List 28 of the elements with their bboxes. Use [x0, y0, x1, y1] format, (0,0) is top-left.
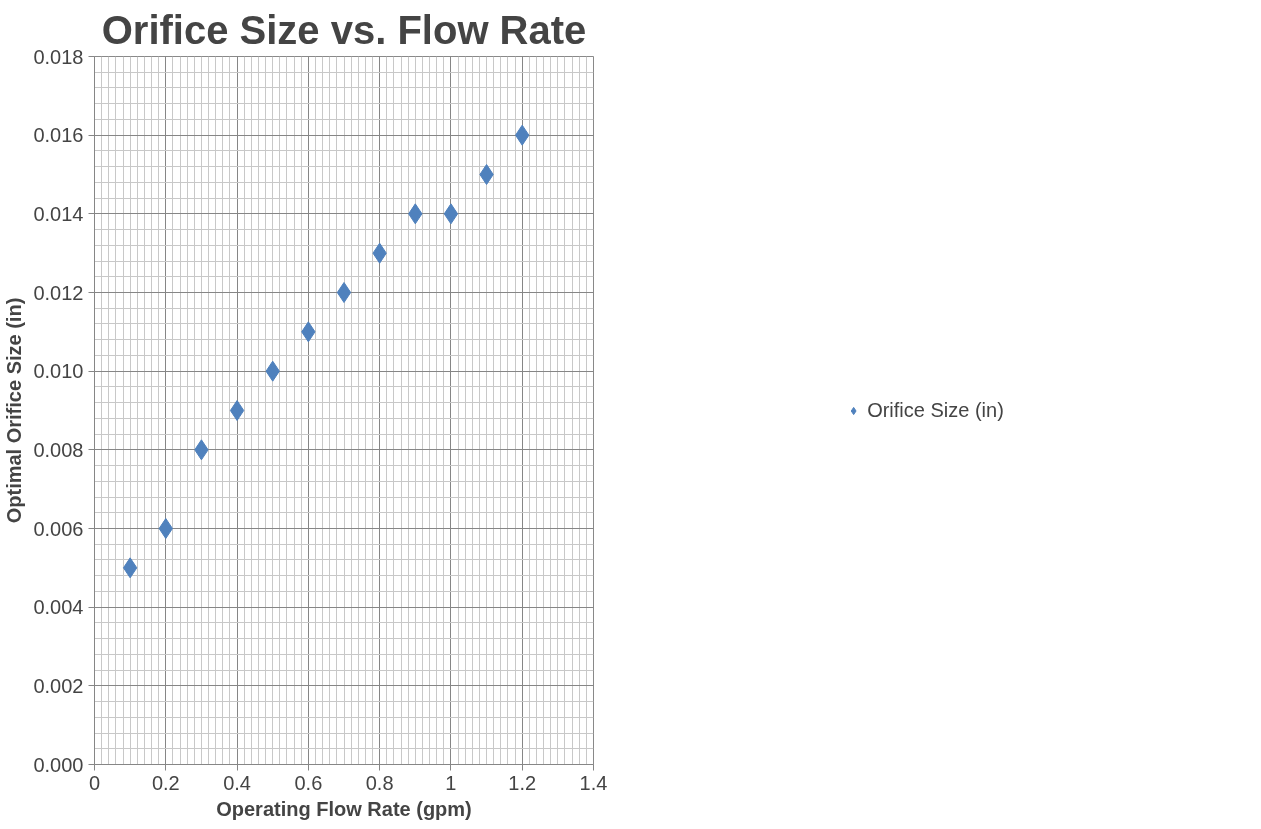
- y-tick-label: 0.016: [33, 124, 84, 147]
- x-tick-label: 1.2: [508, 771, 537, 794]
- y-axis-title: Optimal Orifice Size (in): [3, 297, 26, 524]
- point: [336, 282, 352, 303]
- x-tick-label: 0.6: [294, 771, 323, 794]
- point: [158, 518, 173, 539]
- y-tick-label: 0.006: [33, 517, 84, 540]
- y-tick-label: 0.012: [33, 281, 84, 304]
- legend-label: Orifice Size (in): [867, 398, 1004, 422]
- y-tick-label: 0.014: [33, 202, 84, 225]
- y-tick-label: 0.010: [33, 360, 84, 383]
- point: [122, 557, 138, 579]
- x-axis-title: Operating Flow Rate (gpm): [216, 797, 472, 820]
- x-tick-label: 0.8: [365, 771, 394, 794]
- point: [229, 400, 245, 421]
- x-tick-label: 1.4: [579, 771, 608, 794]
- x-tick-label: 0.2: [151, 771, 180, 794]
- x-tick-label: 0.4: [223, 771, 251, 794]
- chart-title: Orifice Size vs. Flow Rate: [101, 7, 587, 52]
- y-tick-label: 0.000: [33, 753, 84, 776]
- x-tick-label: 1: [445, 771, 457, 794]
- point: [443, 203, 459, 225]
- x-tick-label: 0: [88, 771, 101, 794]
- y-tick-label: 0.018: [33, 45, 84, 68]
- y-tick-label: 0.008: [33, 438, 84, 461]
- y-tick-label: 0.004: [33, 596, 84, 619]
- y-tick-label: 0.002: [33, 674, 84, 697]
- point: [479, 164, 494, 185]
